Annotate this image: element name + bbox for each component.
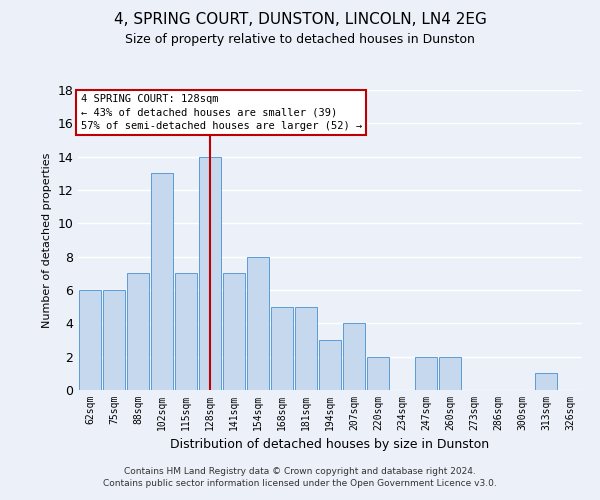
- Text: Contains HM Land Registry data © Crown copyright and database right 2024.
Contai: Contains HM Land Registry data © Crown c…: [103, 466, 497, 487]
- Text: 4 SPRING COURT: 128sqm
← 43% of detached houses are smaller (39)
57% of semi-det: 4 SPRING COURT: 128sqm ← 43% of detached…: [80, 94, 362, 131]
- Bar: [367, 356, 389, 390]
- Bar: [175, 274, 197, 390]
- Y-axis label: Number of detached properties: Number of detached properties: [42, 152, 52, 328]
- Bar: [247, 256, 269, 390]
- Bar: [295, 306, 317, 390]
- X-axis label: Distribution of detached houses by size in Dunston: Distribution of detached houses by size …: [170, 438, 490, 452]
- Bar: [79, 290, 101, 390]
- Bar: [127, 274, 149, 390]
- Text: 4, SPRING COURT, DUNSTON, LINCOLN, LN4 2EG: 4, SPRING COURT, DUNSTON, LINCOLN, LN4 2…: [113, 12, 487, 28]
- Bar: [199, 156, 221, 390]
- Bar: [415, 356, 437, 390]
- Bar: [439, 356, 461, 390]
- Bar: [319, 340, 341, 390]
- Bar: [223, 274, 245, 390]
- Bar: [151, 174, 173, 390]
- Bar: [343, 324, 365, 390]
- Bar: [103, 290, 125, 390]
- Text: Size of property relative to detached houses in Dunston: Size of property relative to detached ho…: [125, 32, 475, 46]
- Bar: [535, 374, 557, 390]
- Bar: [271, 306, 293, 390]
